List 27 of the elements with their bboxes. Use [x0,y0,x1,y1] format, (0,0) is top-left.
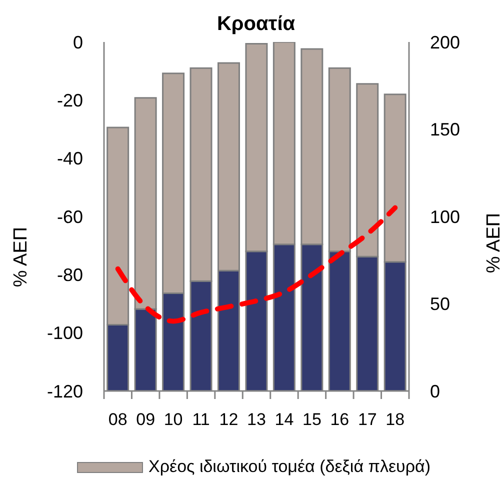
x-tick-label: 09 [136,410,156,430]
x-tick-label: 18 [386,410,405,430]
x-tick-label: 13 [247,410,266,430]
y2-tick-label: 200 [430,32,460,52]
y-tick-label: -40 [56,148,83,169]
x-tick-label: 17 [358,410,377,430]
y-tick-label: -100 [46,323,83,344]
legend-label: Χρέος ιδιωτικού τομέα (δεξιά πλευρά) [148,457,431,477]
x-tick-label: 14 [274,410,294,430]
x-tick-label: 16 [330,410,350,430]
y2-axis-title: % ΑΕΠ [484,212,504,274]
y-axis-title: % ΑΕΠ [10,226,32,288]
x-tick-label: 12 [219,410,238,430]
y-tick-label: 0 [72,32,83,52]
y-tick-label: -80 [56,265,83,286]
x-tick-label: 10 [164,410,183,430]
y2-tick-label: 50 [430,294,450,314]
x-tick-label: 11 [192,410,210,430]
y2-tick-label: 100 [430,206,460,227]
y2-tick-label: 150 [430,120,460,140]
y-tick-label: -60 [56,206,83,227]
x-tick-label: 08 [108,410,128,430]
y-tick-label: -120 [46,381,83,402]
y-tick-label: -20 [56,90,83,111]
chart-title: Κροατία [216,13,296,35]
x-tick-label: 15 [302,410,322,430]
y2-tick-label: 0 [430,381,440,402]
